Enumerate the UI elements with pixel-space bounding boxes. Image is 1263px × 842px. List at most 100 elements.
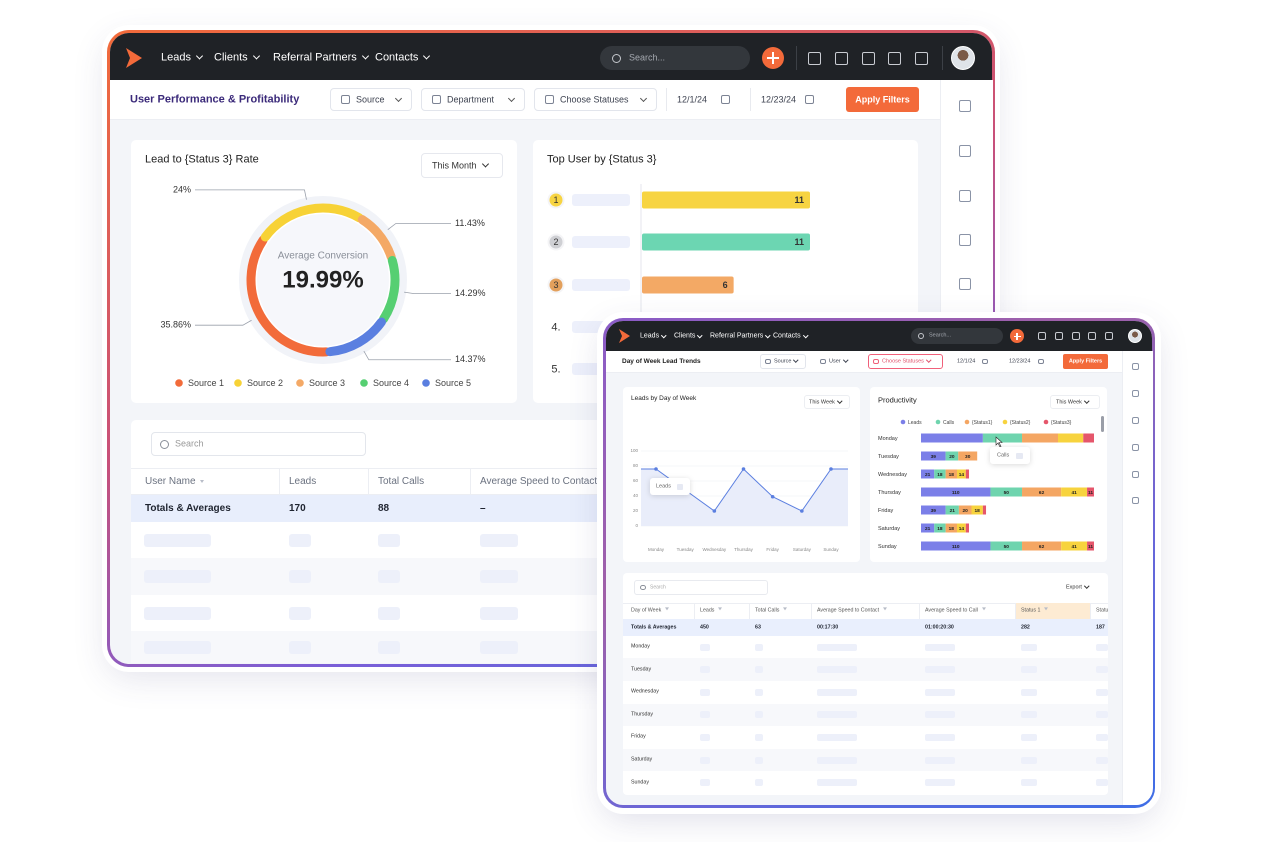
period-dropdown[interactable] [421,153,503,178]
filter-dropdown[interactable] [330,88,412,111]
apply-button[interactable] [1063,354,1108,369]
table-row [623,748,1108,772]
column-divider [749,603,750,619]
icon[interactable] [340,95,350,104]
icon[interactable] [1088,332,1096,340]
table-search[interactable] [151,432,366,456]
column-header[interactable]: Average Speed to Contact [480,475,598,487]
icon[interactable] [1131,443,1139,451]
icon[interactable] [873,358,879,365]
cell-placeholder [700,711,710,719]
date-input[interactable] [750,88,826,111]
column-header[interactable]: User Name [145,476,204,487]
column-header[interactable]: Status 1 [1021,608,1048,614]
icon[interactable] [720,95,730,104]
icon[interactable] [1038,358,1044,365]
period-dropdown[interactable] [804,395,850,409]
segment-value-label: 21 [925,472,931,478]
donut-segment [325,317,386,357]
icon[interactable] [807,51,821,65]
icon[interactable] [914,51,928,65]
icon[interactable] [1131,416,1139,424]
icon[interactable] [959,234,971,246]
icon[interactable] [765,358,771,365]
column-divider [279,468,280,495]
search-box[interactable] [911,328,1003,344]
filter-label: Source [356,94,385,105]
period-label: This Week [809,399,841,406]
icon[interactable] [544,95,554,104]
cell-placeholder [1021,756,1037,764]
icon[interactable] [1131,389,1139,397]
legend-label: Source 4 [373,378,409,388]
nav-item[interactable]: Leads [640,333,666,340]
icon[interactable] [431,95,441,104]
column-header[interactable]: Status 2 [1096,608,1108,614]
icon[interactable] [861,51,875,65]
icon[interactable] [834,51,848,65]
cell-placeholder [925,779,955,787]
row-label: Friday [631,733,646,740]
line-point [712,509,717,513]
apply-button[interactable] [846,87,919,112]
tooltip-label: Calls [997,452,1010,459]
search-box[interactable] [600,46,750,70]
cell-placeholder [1021,643,1037,651]
column-header[interactable]: Leads [700,608,722,614]
icon[interactable] [887,51,901,65]
nav-item[interactable]: Referral Partners [273,52,368,64]
segment-value-label: 30 [965,454,971,460]
nav-item[interactable]: Clients [674,333,702,340]
date-input[interactable] [1005,354,1049,369]
date-input[interactable] [953,354,993,369]
table-search[interactable] [634,580,768,595]
cell-placeholder [144,570,211,583]
column-header[interactable]: Day of Week [631,608,669,614]
cursor [995,436,1003,448]
legend-swatch [964,419,970,425]
icon[interactable] [1105,332,1113,340]
avatar[interactable] [1128,329,1142,343]
icon[interactable] [1131,496,1139,504]
cell-placeholder [1021,666,1037,674]
icon[interactable] [804,95,814,104]
legend-label: Source 3 [309,378,345,388]
icon[interactable] [959,278,971,290]
logo [126,48,142,68]
search-icon [611,53,621,63]
column-header[interactable]: Average Speed to Contact [817,608,887,614]
nav-item[interactable]: Leads [161,52,202,64]
bar-value-label: 6 [723,280,728,290]
column-header[interactable]: Average Speed to Call [925,608,986,614]
export-button[interactable]: Export [1066,585,1088,591]
column-header[interactable]: Total Calls [378,475,425,487]
icon[interactable] [959,100,971,112]
tooltip-swatch [1016,453,1023,459]
column-header[interactable]: Total Calls [755,608,787,614]
icon[interactable] [959,190,971,202]
icon[interactable] [820,358,826,365]
segment-value-label: 11 [1088,544,1093,550]
icon[interactable] [959,145,971,157]
nav-item[interactable]: Referral Partners [710,333,770,340]
avatar[interactable] [951,46,975,70]
legend-label: {Status3} [1051,420,1072,426]
segment-value-label: 18 [937,526,943,532]
date-input[interactable] [666,88,742,111]
period-dropdown[interactable] [1050,395,1100,409]
icon[interactable] [1055,332,1063,340]
nav-item[interactable]: Clients [214,52,259,64]
filter-dropdown[interactable] [534,88,657,111]
icon[interactable] [982,358,988,365]
nav-item[interactable]: Contacts [375,52,429,64]
filter-dropdown[interactable] [421,88,525,111]
icon[interactable] [1131,470,1139,478]
nav-item[interactable]: Contacts [773,333,807,340]
icon[interactable] [1072,332,1080,340]
cell-placeholder [1021,733,1037,741]
icon[interactable] [1038,332,1046,340]
column-header[interactable]: Leads [289,475,317,487]
bar-segment [1022,541,1062,551]
cell-placeholder [755,756,763,764]
icon[interactable] [1131,362,1139,370]
